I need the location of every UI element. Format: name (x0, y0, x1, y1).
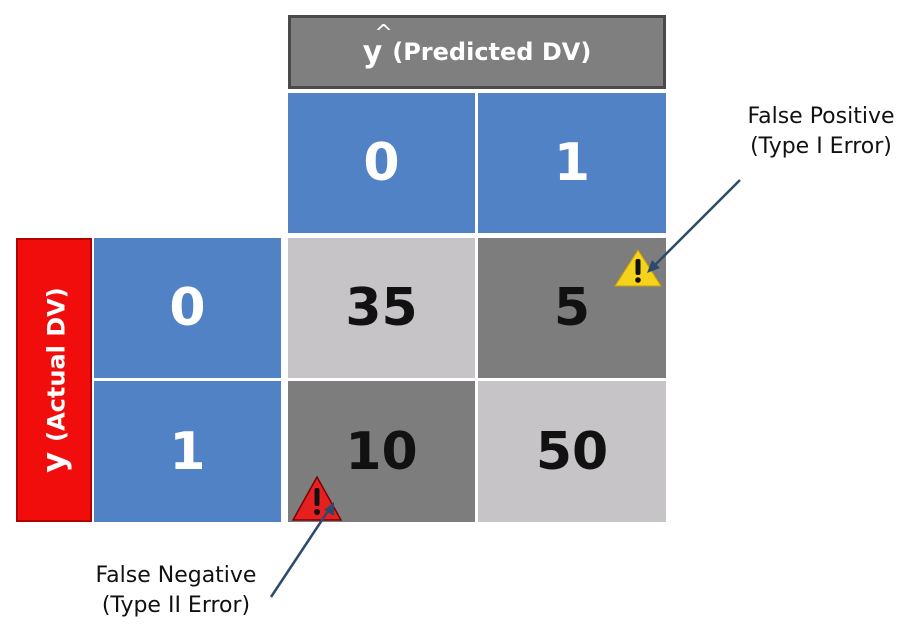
false-positive-cell: 5 (478, 238, 666, 378)
predicted-class-1: 1 (478, 93, 666, 233)
false-negative-annotation: False Negative (Type II Error) (80, 561, 272, 621)
true-negative-cell: 35 (288, 238, 475, 378)
predicted-dv-label: (Predicted DV) (392, 38, 592, 66)
false-positive-line1: False Positive (747, 104, 895, 129)
hat-accent: ^ (374, 20, 393, 46)
false-negative-arrow (269, 502, 334, 598)
false-negative-line2: (Type II Error) (101, 593, 251, 618)
actual-dv-header: y(Actual DV) (16, 238, 92, 522)
y-hat-letter: y (362, 34, 383, 70)
predicted-class-0: 0 (288, 93, 475, 233)
false-negative-line1: False Negative (95, 563, 257, 588)
false-positive-arrow (647, 179, 741, 273)
actual-class-1: 1 (94, 381, 281, 522)
false-positive-line2: (Type I Error) (750, 134, 892, 159)
actual-class-0: 0 (94, 238, 281, 378)
predicted-dv-header: y ^ (Predicted DV) (288, 15, 666, 89)
true-positive-cell: 50 (478, 381, 666, 522)
false-positive-annotation: False Positive (Type I Error) (736, 102, 906, 162)
y-hat-symbol: y ^ (362, 21, 393, 70)
